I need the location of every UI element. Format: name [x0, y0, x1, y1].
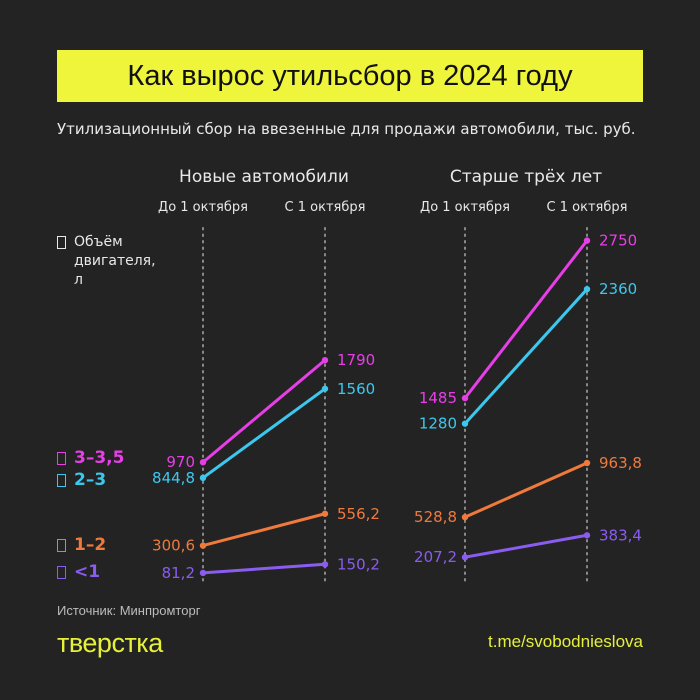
data-point: [199, 542, 207, 549]
series-line: [202, 358, 326, 464]
x-label: С 1 октября: [546, 200, 628, 215]
data-label: 1560: [337, 380, 375, 398]
data-point: [199, 569, 207, 577]
series-line: [202, 562, 326, 575]
data-label: 150,2: [337, 555, 380, 573]
data-label: 1485: [419, 389, 457, 407]
series-line: [202, 387, 326, 480]
series-line: [464, 533, 588, 559]
legend-item: 2–3: [57, 470, 106, 490]
series-line: [464, 461, 588, 519]
data-label: 556,2: [337, 505, 380, 523]
series-line: [463, 239, 589, 400]
data-label: 81,2: [162, 564, 195, 582]
legend-box-icon: [57, 473, 66, 487]
data-point: [583, 459, 591, 467]
legend-item: <1: [57, 562, 100, 582]
channel-link[interactable]: t.me/svobodnieslova: [488, 632, 643, 651]
data-label: 1790: [337, 351, 375, 369]
chart-subtitle: Утилизационный сбор на ввезенные для про…: [57, 120, 636, 138]
data-point: [583, 285, 591, 293]
x-label: С 1 октября: [284, 200, 366, 215]
data-label: 528,8: [414, 508, 457, 526]
x-label: До 1 октября: [420, 200, 510, 215]
logo: тверстка: [57, 628, 163, 658]
data-point: [583, 237, 591, 244]
legend-box-icon: [57, 451, 66, 465]
legend-box-icon: [57, 565, 66, 579]
group-title-old: Старше трёх лет: [449, 167, 603, 187]
legend-box-icon: [57, 538, 66, 552]
data-label: 844,8: [152, 469, 195, 487]
data-label: 963,8: [599, 454, 642, 472]
data-point: [461, 513, 469, 521]
title-banner: Как вырос утильсбор в 2024 году: [57, 50, 643, 102]
series-line: [202, 512, 326, 548]
data-label: 2750: [599, 232, 637, 250]
data-point: [321, 385, 329, 392]
data-label: 383,4: [599, 526, 642, 544]
legend-item: 3–3,5: [57, 448, 124, 468]
data-label: 207,2: [414, 548, 457, 566]
data-point: [199, 474, 207, 482]
data-point: [321, 356, 329, 364]
data-point: [461, 554, 469, 561]
legend-title: Объём двигателя, л: [57, 233, 156, 290]
data-point: [583, 532, 591, 539]
data-label: 300,6: [152, 537, 195, 555]
data-point: [321, 561, 329, 568]
data-label: 970: [166, 453, 195, 471]
data-point: [461, 420, 469, 427]
legend-box-icon: [57, 236, 66, 249]
group-title-new: Новые автомобили: [179, 167, 349, 187]
data-point: [461, 394, 469, 402]
data-label: 2360: [599, 280, 637, 298]
data-point: [199, 459, 207, 466]
source-note: Источник: Минпромторг: [57, 603, 201, 618]
x-label: До 1 октября: [158, 200, 248, 215]
data-label: 1280: [419, 415, 457, 433]
chart-title: Как вырос утильсбор в 2024 году: [127, 59, 573, 92]
data-point: [321, 510, 329, 517]
legend-item: 1–2: [57, 535, 106, 555]
series-line: [463, 288, 589, 425]
